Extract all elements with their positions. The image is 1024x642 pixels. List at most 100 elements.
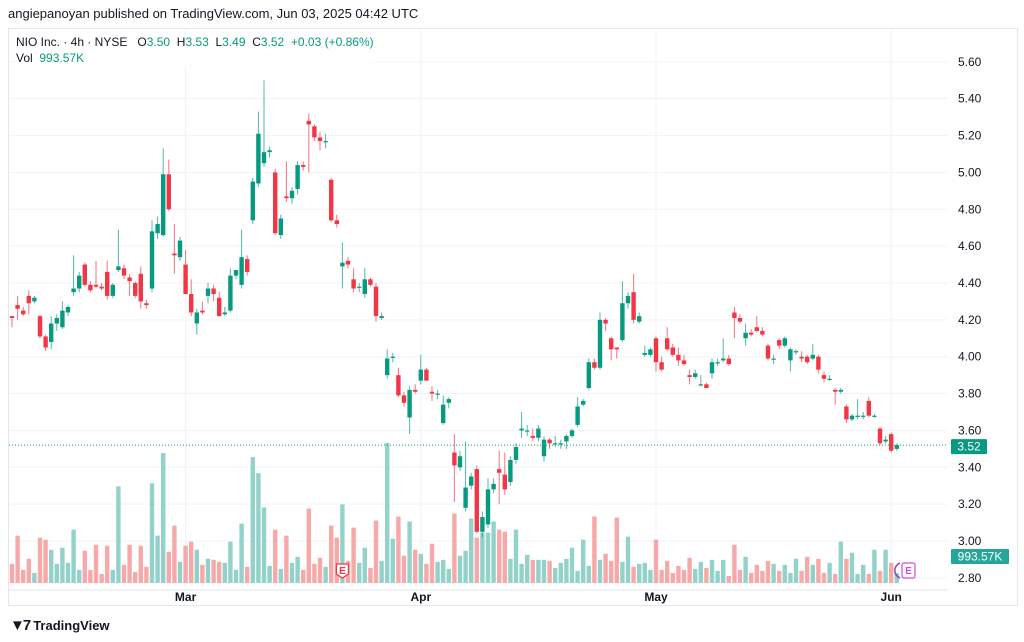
open-label: O xyxy=(137,35,147,49)
candle-body xyxy=(597,319,603,368)
volume-bar xyxy=(670,572,675,583)
volume-bar xyxy=(485,532,491,583)
volume-bar xyxy=(816,558,821,583)
volume-bar xyxy=(166,551,171,583)
candle xyxy=(861,411,866,420)
earnings-marker-icon[interactable]: E xyxy=(335,563,349,579)
candle xyxy=(155,216,160,239)
candle-body xyxy=(401,395,407,403)
candle-body xyxy=(93,284,99,287)
volume-bar xyxy=(648,569,653,583)
candle-body xyxy=(245,259,250,272)
symbol-info[interactable]: NIO Inc. · 4h · NYSE xyxy=(16,35,128,49)
candle xyxy=(93,260,99,289)
candle-body xyxy=(541,439,547,457)
volume-bar xyxy=(88,569,93,583)
volume-bar xyxy=(172,525,177,583)
candle-body xyxy=(883,439,888,442)
candle xyxy=(273,168,278,236)
volume-bar xyxy=(665,560,670,583)
candle-body xyxy=(183,264,188,295)
volume-bar xyxy=(760,570,765,583)
candle-body xyxy=(793,351,799,353)
candle xyxy=(749,329,754,337)
candle-body xyxy=(782,338,787,346)
volume-bar xyxy=(99,573,104,583)
candle xyxy=(497,450,502,505)
volume-bar xyxy=(239,523,244,583)
earnings-marker-icon[interactable]: E xyxy=(894,562,916,579)
volume-bar xyxy=(693,568,698,583)
volume-bar xyxy=(620,561,625,583)
volume-bar xyxy=(211,559,216,583)
volume-bar xyxy=(205,558,211,583)
x-tick-label: Apr xyxy=(410,590,431,604)
candle xyxy=(687,369,692,385)
candle-body xyxy=(614,347,619,350)
volume-bars xyxy=(9,443,899,583)
candle-body xyxy=(385,358,390,376)
candle-body xyxy=(49,323,54,342)
volume-bar xyxy=(82,550,87,583)
candle-body xyxy=(676,354,681,361)
candle-body xyxy=(827,378,832,381)
candle-body xyxy=(592,362,597,368)
candle xyxy=(396,367,401,398)
candle-body xyxy=(810,354,815,359)
candle xyxy=(373,282,379,322)
candle xyxy=(665,327,670,352)
y-tick-label: 4.60 xyxy=(958,239,982,253)
candle-body xyxy=(721,358,726,361)
volume-bar xyxy=(849,552,855,583)
candle-body xyxy=(435,393,440,395)
candle xyxy=(295,161,300,195)
earnings-box xyxy=(901,562,916,579)
candle-body xyxy=(329,179,334,221)
candle xyxy=(110,282,115,298)
volume-bar xyxy=(194,549,199,583)
candle-body xyxy=(799,356,804,359)
volume-bar xyxy=(653,539,659,583)
candle xyxy=(810,343,815,361)
candle-body xyxy=(43,336,48,348)
volume-bar xyxy=(177,561,183,583)
candle-body xyxy=(558,443,563,445)
candle xyxy=(592,358,597,370)
candle xyxy=(743,323,748,346)
high-label: H xyxy=(176,35,186,49)
volume-bar xyxy=(698,561,703,583)
y-tick-label: 2.80 xyxy=(958,571,982,585)
volume-bar xyxy=(295,556,300,583)
volume-bar xyxy=(390,538,395,583)
candle xyxy=(385,349,390,379)
y-tick-label: 4.00 xyxy=(958,350,982,364)
candle xyxy=(631,273,636,324)
candle xyxy=(144,299,149,309)
volume-bar xyxy=(519,563,524,583)
candle xyxy=(805,354,810,365)
volume-bar xyxy=(603,553,608,583)
candle xyxy=(603,317,608,331)
volume-bar xyxy=(256,473,261,583)
candle-body xyxy=(894,445,899,449)
volume-bar xyxy=(60,547,65,583)
volume-bar xyxy=(340,504,345,583)
volume-bar xyxy=(609,560,614,583)
volume-bar xyxy=(278,568,283,583)
y-tick-label: 5.40 xyxy=(958,92,982,106)
candle-body xyxy=(575,406,580,425)
footer-brand[interactable]: ▼7 TradingView xyxy=(10,617,110,634)
candle-body xyxy=(833,389,838,392)
publisher-line: angiepanoyan published on TradingView.co… xyxy=(8,6,419,21)
volume-bar xyxy=(407,521,412,583)
candle xyxy=(362,268,367,298)
candle xyxy=(799,351,804,363)
candle xyxy=(211,284,216,302)
candle xyxy=(200,301,205,315)
candle xyxy=(564,434,569,449)
low-value: 3.49 xyxy=(222,35,246,49)
volume-bar xyxy=(217,561,222,583)
candle-body xyxy=(698,384,703,386)
candle xyxy=(715,358,720,366)
